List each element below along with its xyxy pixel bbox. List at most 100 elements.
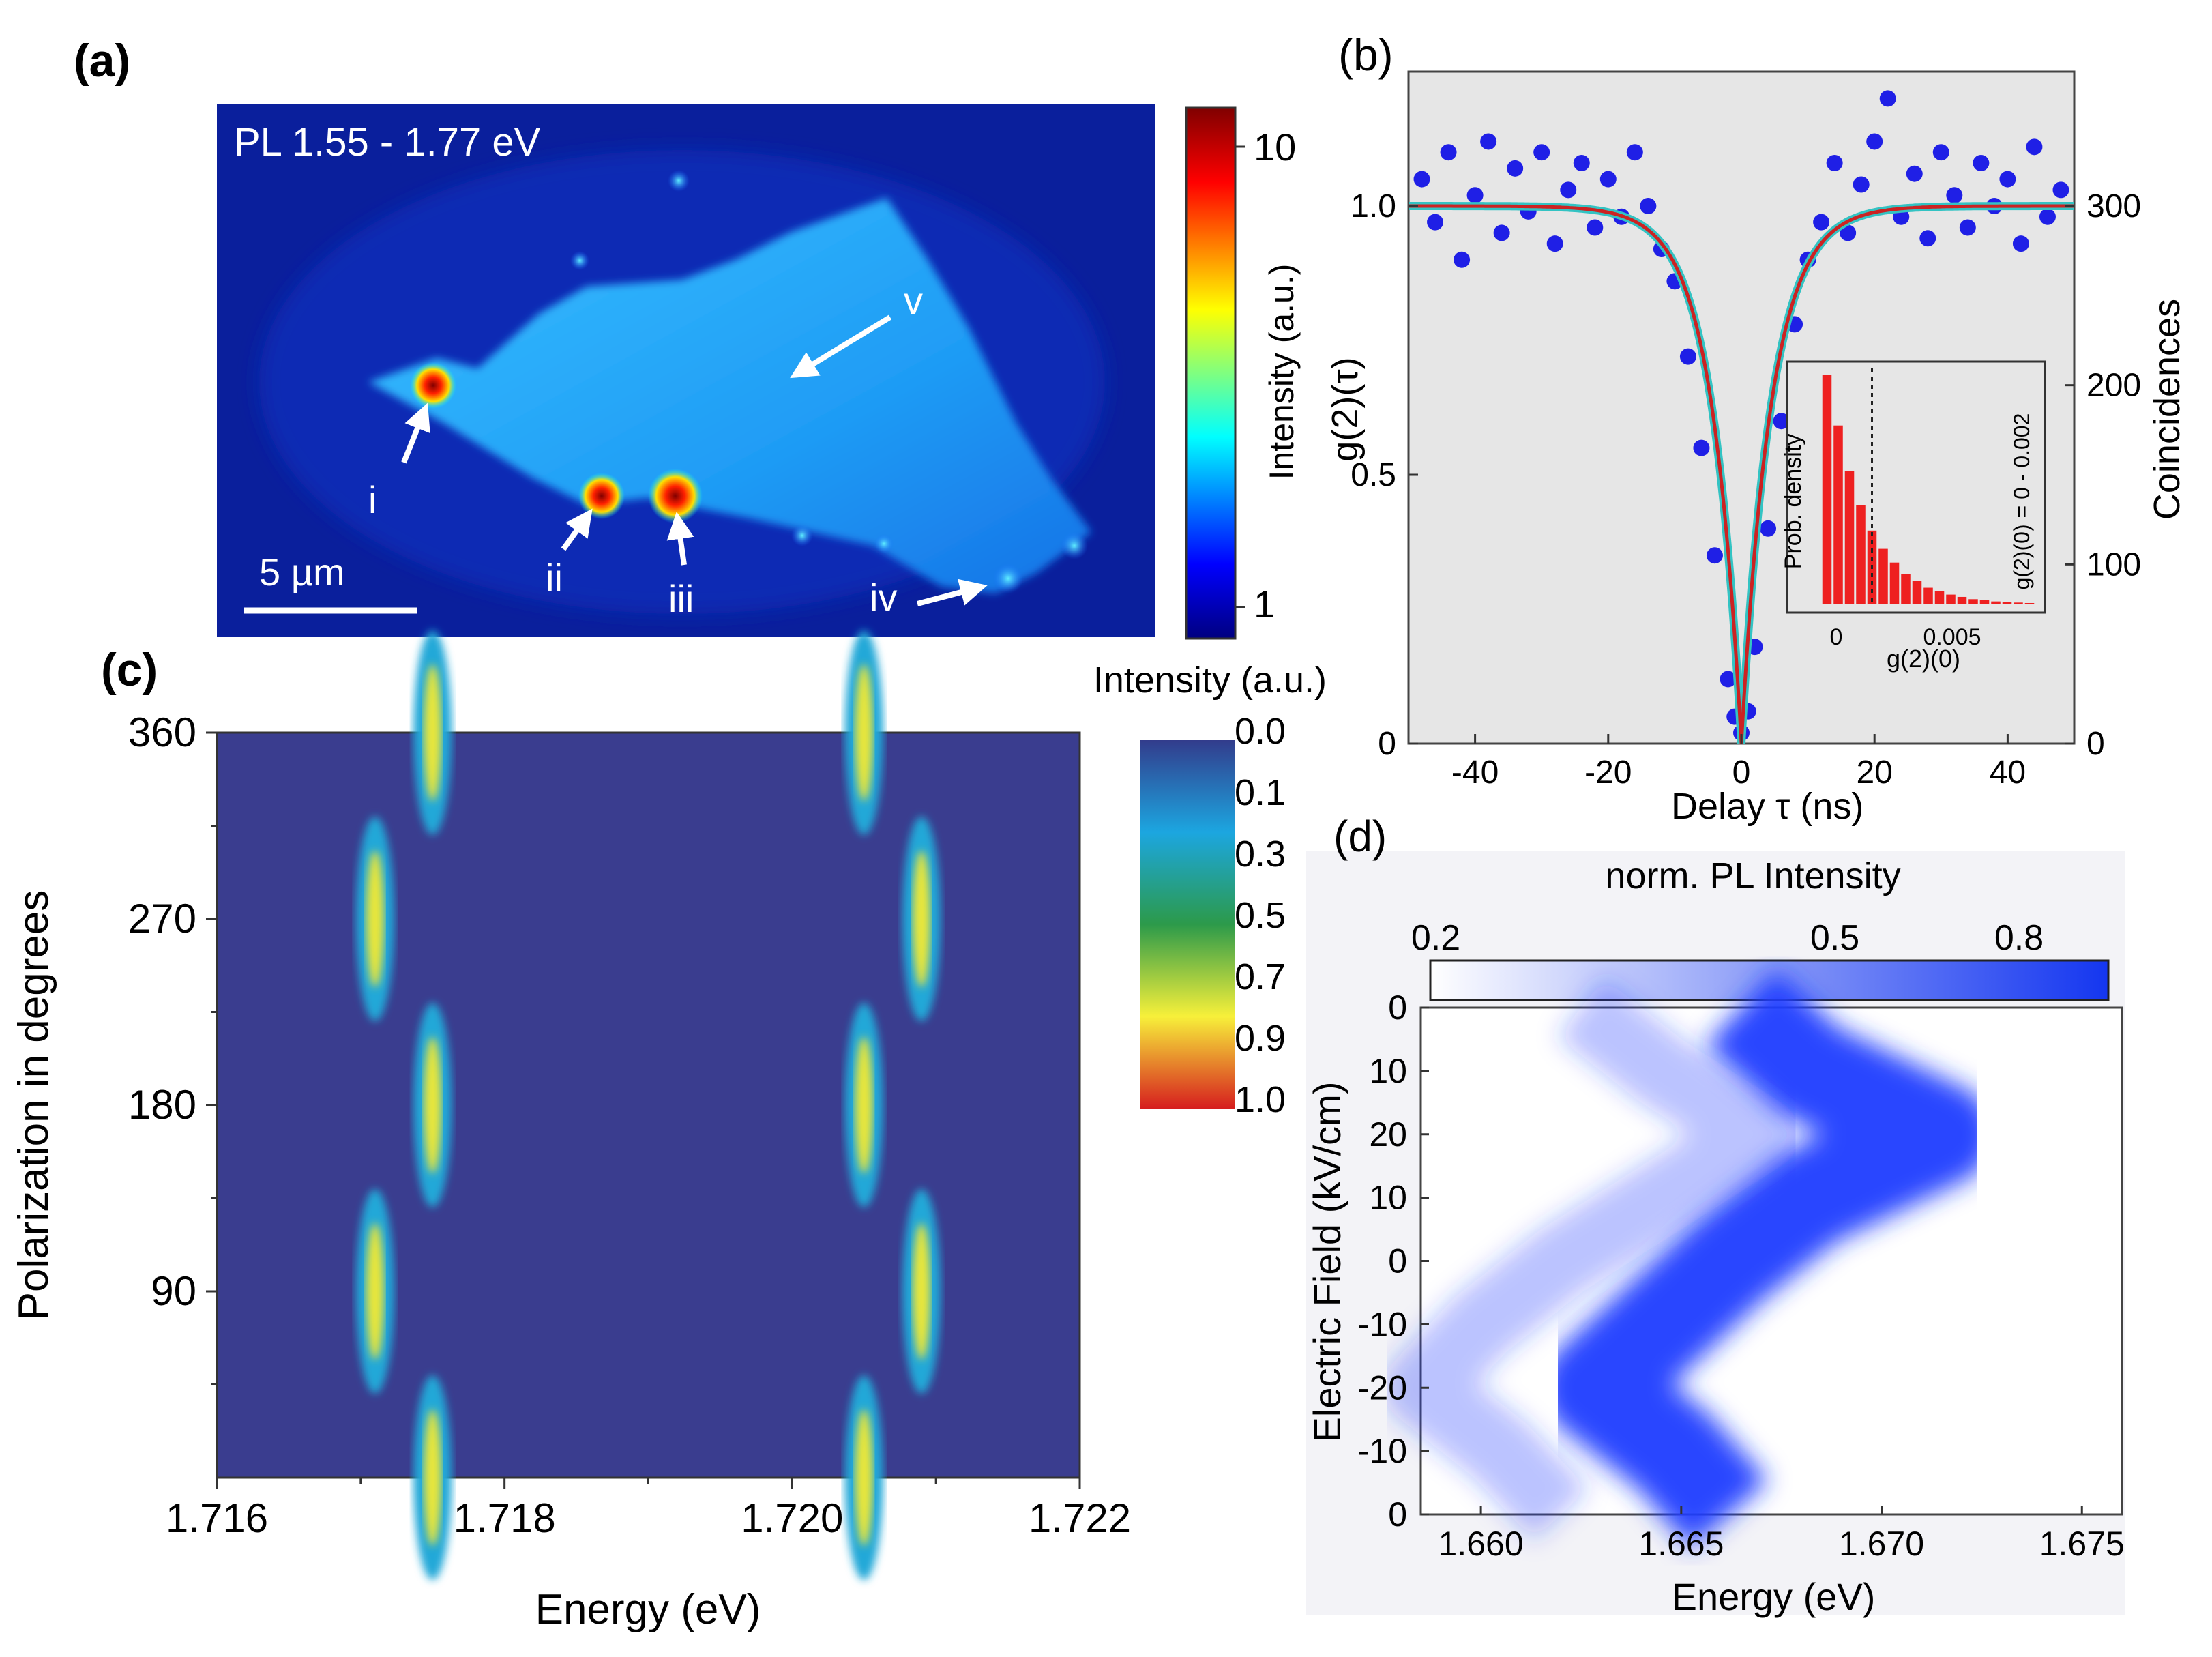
data-point <box>1879 90 1896 107</box>
data-point <box>1587 219 1604 236</box>
y-tick-label: 10 <box>1369 1179 1407 1217</box>
emission-lobe-core <box>366 851 384 987</box>
panel-d: (d) norm. PL Intensity 0.2 0.5 0.8 1.660… <box>1306 812 2125 1618</box>
histogram-bar <box>2002 602 2012 604</box>
x-tick-label: 40 <box>1990 754 2026 791</box>
spot-3 <box>791 525 813 546</box>
x-tick-label: 1.675 <box>2039 1525 2125 1563</box>
data-point <box>1706 547 1723 564</box>
data-point <box>1826 154 1843 171</box>
panel-c-colorbar-tick-5: 0.9 <box>1235 1018 1286 1059</box>
y-tick-label: 0 <box>1378 726 1396 762</box>
panel-b-label: (b) <box>1338 29 1393 80</box>
x-tick-label: 1.660 <box>1439 1525 1524 1563</box>
data-point <box>1560 181 1577 199</box>
histogram-bar <box>1957 596 1967 604</box>
arrow-v <box>790 314 892 379</box>
panel-a-colorbar-label: Intensity (a.u.) <box>1263 264 1301 480</box>
x-tick-label: 1.718 <box>454 1495 556 1541</box>
data-point <box>1640 198 1657 214</box>
panel-c-xlabel: Energy (eV) <box>535 1586 761 1633</box>
panel-c: (c) 1.716 1.718 1.720 1.722 90 180 270 360 Ener… <box>10 630 1327 1633</box>
panel-c-colorbar-tick-1: 0.1 <box>1235 772 1286 813</box>
x-tick-label: 0 <box>1732 754 1751 791</box>
data-point <box>2039 208 2056 225</box>
y-tick-label: 0.5 <box>1351 457 1396 493</box>
panel-b-inset-xlabel: g(2)(0) <box>1887 645 1960 673</box>
histogram-bar <box>2024 602 2035 604</box>
emitter-iii <box>648 469 703 523</box>
panel-a-title: PL 1.55 - 1.77 eV <box>234 120 541 164</box>
panel-c-colorbar-tick-0: 0.0 <box>1235 711 1286 752</box>
y-tick-label: 360 <box>128 709 196 755</box>
emission-lobe-core <box>855 1409 873 1546</box>
data-point <box>1480 133 1497 150</box>
data-point <box>1507 160 1524 177</box>
histogram-bar <box>1968 599 1978 604</box>
panel-a: (a) PL 1.55 - 1.77 eV 5 µm i ii iii iv v… <box>74 35 1301 640</box>
x-tick-label: 1.722 <box>1029 1495 1131 1541</box>
panel-b-xlabel: Delay τ (ns) <box>1671 786 1863 827</box>
spot-4 <box>874 534 894 553</box>
data-point <box>2026 138 2043 156</box>
histogram-bar <box>1912 581 1922 604</box>
emitter-iv <box>993 563 1023 593</box>
data-point <box>1720 671 1737 688</box>
data-point <box>1946 187 1963 204</box>
spot-1 <box>668 170 690 192</box>
marker-iii: iii <box>668 577 694 620</box>
y-tick-label: -20 <box>1358 1368 1407 1407</box>
panel-c-colorbar <box>1140 740 1235 1109</box>
panel-d-ylabel: Electric Field (kV/cm) <box>1306 1082 1348 1443</box>
arrow-iv <box>916 578 988 606</box>
histogram-bar <box>1946 594 1956 604</box>
data-point <box>1973 154 1990 171</box>
flake-region <box>368 198 1091 593</box>
data-point <box>1773 413 1790 430</box>
x-tick-label: -20 <box>1584 754 1632 791</box>
panel-c-marks: 1.716 1.718 1.720 1.722 90 180 270 360 <box>128 630 1131 1580</box>
data-point <box>1413 171 1430 188</box>
histogram-bar <box>1979 600 1990 604</box>
panel-a-colorbar-tick-label-1: 1 <box>1254 583 1275 626</box>
x-tick-label: 1.716 <box>166 1495 268 1541</box>
panel-a-label: (a) <box>74 35 130 87</box>
data-point <box>2052 181 2069 199</box>
panel-d-xlabel: Energy (eV) <box>1672 1575 1876 1618</box>
right-y-tick-label: 0 <box>2086 726 2105 762</box>
y-tick-label: 90 <box>151 1268 196 1314</box>
y-tick-label: 0 <box>1388 1242 1407 1280</box>
panel-c-colorbar-label: Intensity (a.u.) <box>1093 660 1327 701</box>
data-point <box>1493 224 1510 241</box>
panel-d-marks: 1.660 1.665 1.670 1.675 0 10 20 10 0 -10 -20 -10 0 <box>1358 970 2125 1563</box>
data-point <box>1599 171 1617 188</box>
panel-b-inset-annotation: g(2)(0) = 0 - 0.002 <box>2009 413 2034 590</box>
data-point <box>1679 348 1696 365</box>
histogram-bar <box>1856 505 1866 604</box>
panel-d-colorbar-tick-05: 0.5 <box>1810 918 1859 958</box>
marker-ii: ii <box>546 556 563 599</box>
y-tick-label: -10 <box>1358 1305 1407 1343</box>
right-y-tick-label: 100 <box>2086 546 2141 583</box>
arrow-ii <box>561 508 593 551</box>
x-tick-label: 1.720 <box>741 1495 843 1541</box>
panel-c-colorbar-tick-3: 0.5 <box>1235 895 1286 936</box>
panel-c-ylabel: Polarization in degrees <box>10 890 57 1321</box>
panel-d-label: (d) <box>1333 812 1387 861</box>
data-point <box>1546 235 1563 252</box>
y-tick-label: 1.0 <box>1351 188 1396 224</box>
data-point <box>1866 133 1883 150</box>
arrow-i <box>401 402 430 464</box>
panel-a-colorbar-tick-label-10: 10 <box>1254 126 1296 168</box>
data-point <box>1760 520 1777 537</box>
data-point <box>1440 144 1457 161</box>
y-tick-label: 20 <box>1369 1115 1407 1154</box>
emission-lobe-core <box>424 1037 442 1173</box>
ridge-band <box>1383 978 1799 1540</box>
emission-lobe-core <box>913 851 931 987</box>
right-y-tick-label: 300 <box>2086 188 2141 224</box>
panel-c-colorbar-tick-2: 0.3 <box>1235 834 1286 875</box>
spot-2 <box>570 251 589 270</box>
panel-d-colorbar-tick-08: 0.8 <box>1994 918 2044 958</box>
